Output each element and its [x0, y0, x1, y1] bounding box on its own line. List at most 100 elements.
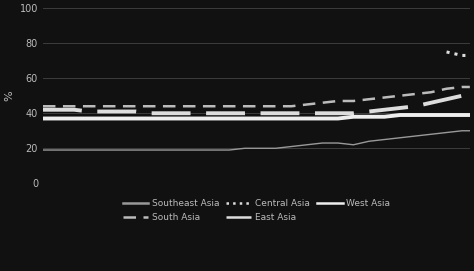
West Asia: [459, 113, 465, 117]
West Asia: [164, 117, 170, 120]
West Asia: [180, 117, 185, 120]
East Asia: [71, 108, 77, 111]
South Asia: [71, 105, 77, 108]
East Asia: [149, 112, 155, 115]
West Asia: [289, 117, 294, 120]
South Asia: [242, 105, 247, 108]
Southeast Asia: [242, 147, 247, 150]
Southeast Asia: [149, 149, 155, 152]
Central Asia: [459, 54, 465, 57]
East Asia: [351, 112, 356, 115]
Southeast Asia: [428, 133, 434, 136]
East Asia: [289, 112, 294, 115]
South Asia: [102, 105, 108, 108]
Southeast Asia: [71, 149, 77, 152]
South Asia: [444, 87, 449, 90]
Southeast Asia: [133, 149, 139, 152]
Southeast Asia: [273, 147, 279, 150]
West Asia: [133, 117, 139, 120]
West Asia: [382, 115, 387, 118]
Southeast Asia: [211, 149, 217, 152]
West Asia: [397, 113, 403, 117]
West Asia: [40, 117, 46, 120]
West Asia: [273, 117, 279, 120]
East Asia: [413, 105, 419, 108]
Southeast Asia: [164, 149, 170, 152]
West Asia: [149, 117, 155, 120]
East Asia: [397, 107, 403, 110]
Line: Central Asia: Central Asia: [447, 52, 470, 56]
South Asia: [149, 105, 155, 108]
Southeast Asia: [459, 129, 465, 133]
Southeast Asia: [366, 140, 372, 143]
South Asia: [87, 105, 92, 108]
East Asia: [180, 112, 185, 115]
West Asia: [71, 117, 77, 120]
East Asia: [87, 110, 92, 113]
South Asia: [40, 105, 46, 108]
East Asia: [40, 108, 46, 111]
West Asia: [102, 117, 108, 120]
West Asia: [428, 113, 434, 117]
West Asia: [242, 117, 247, 120]
West Asia: [351, 115, 356, 118]
South Asia: [319, 101, 325, 104]
Line: South Asia: South Asia: [43, 87, 470, 106]
East Asia: [366, 110, 372, 113]
West Asia: [335, 117, 341, 120]
Southeast Asia: [102, 149, 108, 152]
Southeast Asia: [319, 141, 325, 145]
South Asia: [467, 85, 473, 89]
Southeast Asia: [55, 149, 61, 152]
Line: East Asia: East Asia: [43, 96, 470, 113]
West Asia: [118, 117, 123, 120]
East Asia: [211, 112, 217, 115]
West Asia: [227, 117, 232, 120]
South Asia: [366, 98, 372, 101]
Southeast Asia: [257, 147, 263, 150]
East Asia: [227, 112, 232, 115]
South Asia: [133, 105, 139, 108]
South Asia: [413, 92, 419, 96]
Southeast Asia: [413, 134, 419, 138]
South Asia: [257, 105, 263, 108]
East Asia: [335, 112, 341, 115]
Southeast Asia: [397, 136, 403, 139]
East Asia: [118, 110, 123, 113]
Southeast Asia: [118, 149, 123, 152]
South Asia: [164, 105, 170, 108]
South Asia: [227, 105, 232, 108]
Southeast Asia: [351, 143, 356, 146]
Southeast Asia: [304, 143, 310, 146]
South Asia: [397, 94, 403, 97]
West Asia: [211, 117, 217, 120]
Southeast Asia: [195, 149, 201, 152]
Line: Southeast Asia: Southeast Asia: [43, 131, 470, 150]
East Asia: [133, 110, 139, 113]
West Asia: [257, 117, 263, 120]
South Asia: [289, 105, 294, 108]
West Asia: [87, 117, 92, 120]
West Asia: [304, 117, 310, 120]
Legend: Southeast Asia, South Asia, Central Asia, East Asia, West Asia: Southeast Asia, South Asia, Central Asia…: [120, 196, 393, 224]
West Asia: [195, 117, 201, 120]
East Asia: [273, 112, 279, 115]
South Asia: [428, 91, 434, 94]
East Asia: [428, 101, 434, 104]
South Asia: [211, 105, 217, 108]
East Asia: [102, 110, 108, 113]
South Asia: [195, 105, 201, 108]
East Asia: [164, 112, 170, 115]
Central Asia: [467, 54, 473, 57]
Central Asia: [444, 50, 449, 54]
East Asia: [304, 112, 310, 115]
West Asia: [444, 113, 449, 117]
South Asia: [459, 85, 465, 89]
Southeast Asia: [289, 145, 294, 148]
East Asia: [195, 112, 201, 115]
South Asia: [273, 105, 279, 108]
East Asia: [55, 108, 61, 111]
West Asia: [366, 115, 372, 118]
Y-axis label: %: %: [4, 91, 14, 101]
South Asia: [351, 99, 356, 103]
